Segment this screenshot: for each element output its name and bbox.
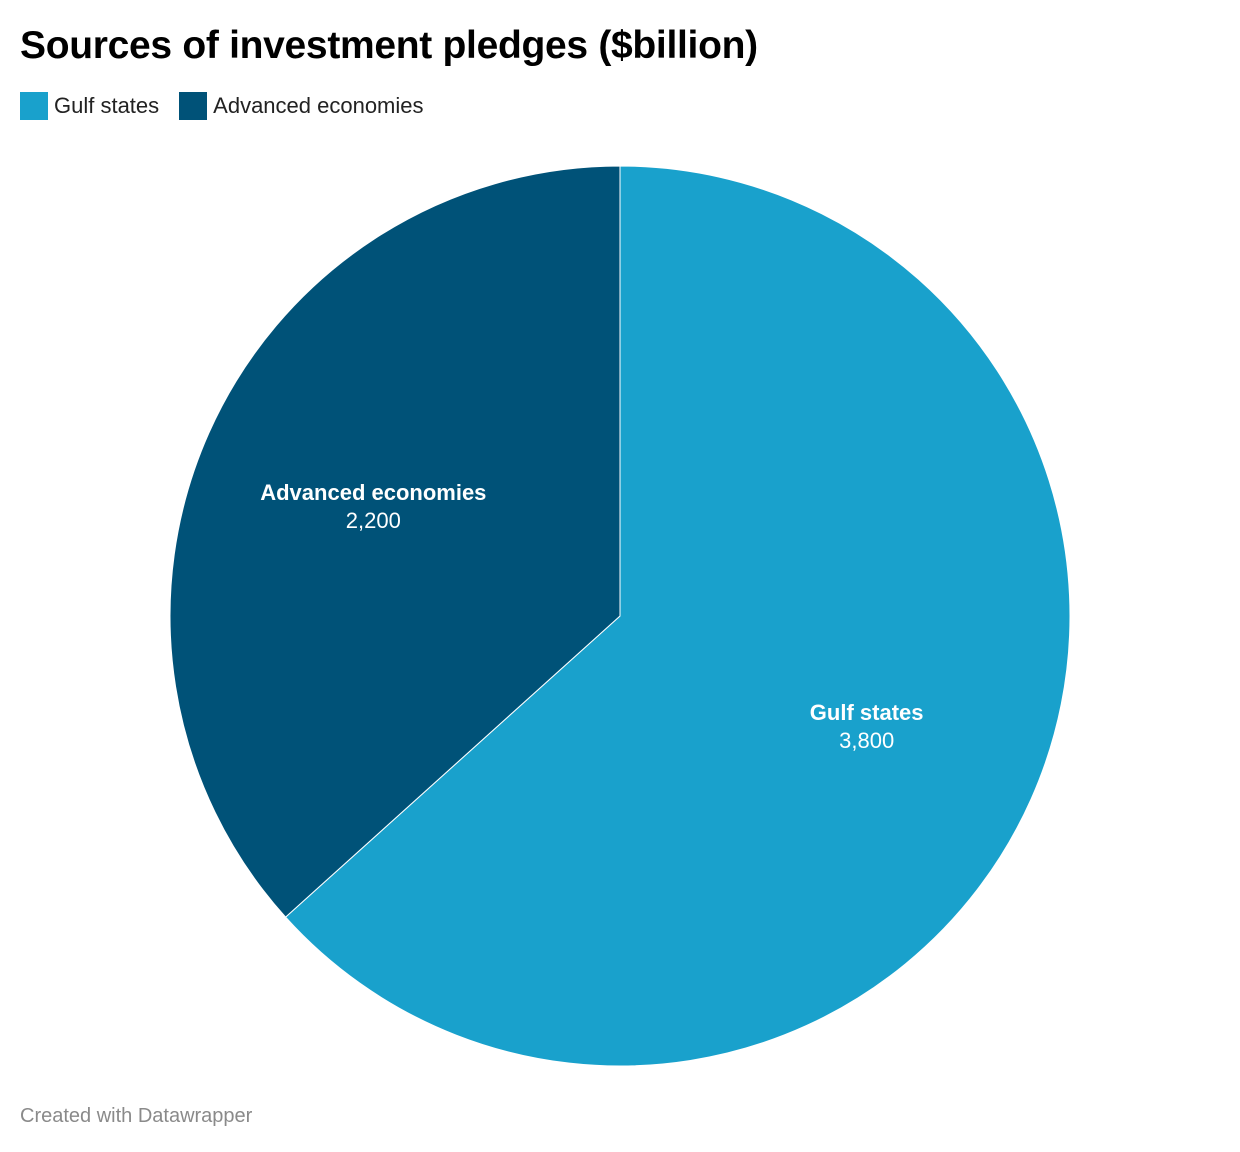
slice-value-gulf-states: 3,800 — [839, 728, 894, 753]
legend: Gulf states Advanced economies — [20, 92, 444, 120]
chart-title: Sources of investment pledges ($billion) — [20, 24, 758, 67]
legend-item-advanced-economies: Advanced economies — [179, 92, 424, 120]
pie-slices — [169, 165, 1071, 1067]
legend-label-advanced-economies: Advanced economies — [213, 93, 424, 118]
slice-value-advanced-economies: 2,200 — [346, 508, 401, 533]
slice-label-advanced-economies: Advanced economies — [260, 480, 486, 505]
legend-swatch-gulf-states — [20, 92, 48, 120]
pie-labels: Gulf states 3,800 Advanced economies 2,200 — [260, 480, 923, 753]
legend-swatch-advanced-economies — [179, 92, 208, 120]
legend-item-gulf-states: Gulf states — [20, 92, 159, 120]
footer-credit: Created with Datawrapper — [20, 1105, 253, 1127]
slice-label-gulf-states: Gulf states — [810, 700, 924, 725]
pie-slice-gulf-states — [284, 165, 1071, 1067]
pie-slice-advanced-economies — [169, 165, 621, 918]
legend-label-gulf-states: Gulf states — [54, 93, 160, 118]
